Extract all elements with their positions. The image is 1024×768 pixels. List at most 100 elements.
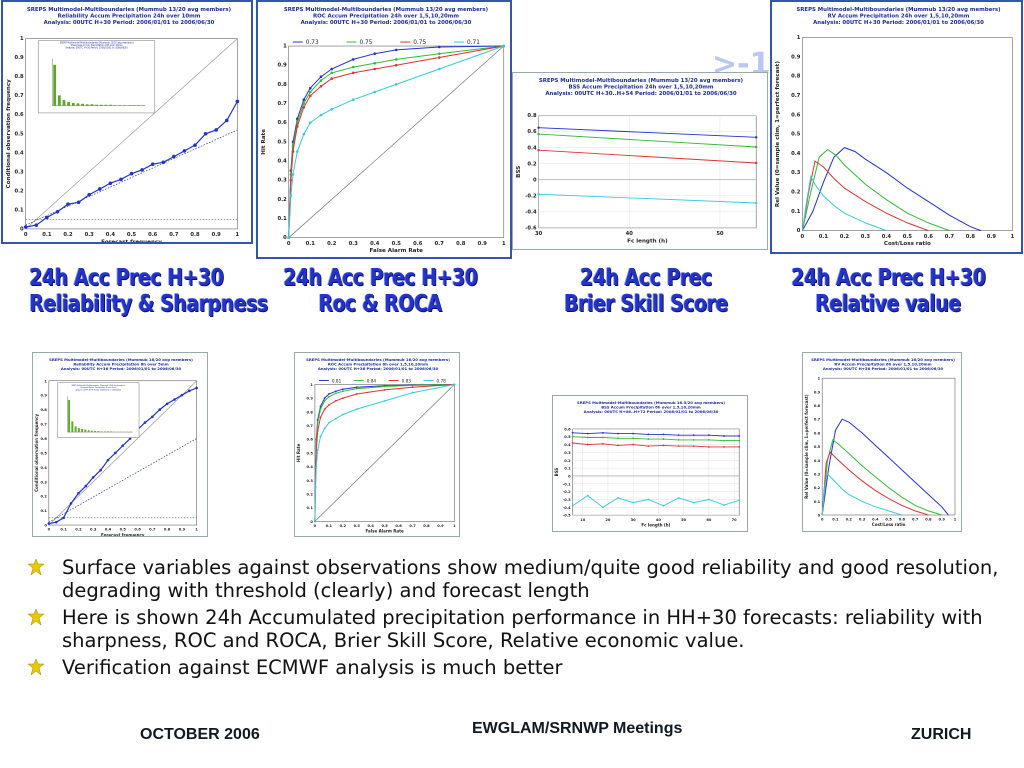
data-point: [34, 223, 39, 227]
x-tick-label: 0.4: [370, 241, 380, 247]
data-point: [617, 437, 619, 440]
y-tick-label: 0.7: [814, 418, 821, 422]
chart-title-line: SREPS Multimodel-Multiboundaries (Mummub…: [306, 357, 450, 362]
legend-label: 0.71: [467, 40, 480, 46]
y-tick-label: 0.9: [40, 394, 47, 398]
x-axis-label: False Alarm Rate: [366, 529, 404, 534]
data-point: [319, 416, 322, 419]
data-point: [224, 118, 229, 123]
data-point: [302, 106, 306, 109]
caption-reliability: 24h Acc Prec H+30 Reliability & Sharpnes…: [29, 265, 268, 317]
y-tick-label: 0.2: [791, 189, 801, 195]
y-tick-label: 0.2: [527, 161, 537, 167]
data-point: [738, 446, 741, 448]
y-tick-label: 0.3: [40, 480, 47, 484]
data-point: [723, 439, 725, 442]
x-tick-label: 40: [626, 231, 634, 237]
data-point: [586, 436, 589, 439]
data-point: [319, 113, 323, 117]
data-point: [453, 383, 456, 386]
data-point: [327, 404, 330, 406]
sharpness-bar: [109, 104, 112, 106]
x-tick-label: 50: [716, 231, 724, 237]
chart-title-line: RV Accum Precipitation 24h over 1,5,10,2…: [828, 13, 970, 19]
x-tick-label: 0.1: [42, 232, 52, 238]
data-point: [319, 405, 322, 408]
data-point: [323, 408, 326, 410]
x-tick-label: 0: [821, 518, 824, 522]
data-point: [319, 84, 323, 88]
data-point: [187, 389, 191, 393]
data-point: [323, 397, 326, 400]
data-point: [129, 171, 134, 176]
chart-roc-top: SREPS Multimodel-Multiboundaries (Mummub…: [256, 0, 512, 259]
y-tick-label: 0.9: [14, 55, 24, 61]
data-point: [355, 386, 358, 389]
chart-title-line: SREPS Multimodel-Multiboundaries (Mummub…: [539, 78, 743, 84]
data-point: [114, 451, 117, 455]
x-tick-label: 0: [287, 241, 291, 247]
x-tick-label: 0: [24, 232, 28, 238]
data-point: [47, 522, 51, 525]
y-tick-label: 0.2: [40, 495, 47, 499]
y-tick-label: 0.4: [791, 151, 801, 157]
data-point: [151, 415, 154, 419]
no-skill-diagonal: [288, 45, 504, 238]
y-tick-label: 0.2: [814, 486, 821, 490]
data-point: [601, 431, 604, 434]
fit-line: [48, 438, 197, 523]
data-point: [571, 431, 574, 434]
data-point: [708, 438, 710, 441]
legend-label: 0.83: [402, 378, 412, 383]
inset-title-line: Sharpness Accum Precipitation 24h over 1…: [71, 44, 123, 47]
y-tick-label: 1: [283, 44, 287, 50]
x-tick-label: 0.2: [840, 234, 850, 240]
footer-location: ZURICH: [911, 726, 972, 743]
data-point: [158, 408, 162, 411]
data-point: [180, 393, 184, 397]
x-tick-label: 0.1: [819, 234, 829, 240]
x-axis-label: False Alarm Rate: [370, 248, 424, 254]
sharpness-inset: [57, 382, 140, 438]
chart-title-line: Analysis: 00UTC H+30 Period: 2006/01/01 …: [44, 20, 215, 26]
chart-relative-value-top: SREPS Multimodel-Multiboundaries (Mummub…: [770, 0, 1023, 254]
data-point: [319, 408, 322, 410]
legend-label: 0.81: [332, 378, 342, 383]
x-tick-label: 50: [681, 518, 687, 522]
sharpness-bar: [53, 64, 57, 106]
data-point: [193, 143, 197, 147]
data-point: [319, 79, 323, 82]
data-point: [617, 497, 619, 499]
sharpness-bar: [85, 104, 89, 106]
data-point: [55, 209, 60, 214]
data-point: [302, 102, 306, 105]
data-point: [617, 432, 619, 435]
fit-line: [25, 129, 238, 226]
relative-value-series-line: [801, 160, 929, 232]
data-point: [341, 388, 344, 391]
x-tick-label: 0.1: [832, 518, 839, 522]
data-point: [203, 131, 208, 136]
y-tick-label: 0.1: [564, 467, 571, 471]
y-tick-label: 0.6: [278, 120, 288, 126]
data-point: [314, 520, 316, 523]
chart-title-line: SREPS Multimodel-Multiboundaries (Mummub…: [796, 7, 1000, 13]
data-point: [692, 434, 695, 437]
data-point: [302, 132, 306, 136]
chart-reliability-top: SREPS Multimodel-Multiboundaries (Mummub…: [1, 0, 253, 244]
y-tick-label: 0.5: [791, 132, 801, 138]
x-tick-label: 0.5: [392, 241, 402, 247]
chart-bss-top: SREPS Multimodel-Multiboundaries (Mummub…: [512, 72, 768, 250]
data-point: [601, 506, 604, 509]
y-tick-label: 0.7: [14, 93, 24, 99]
x-tick-label: 0.8: [925, 518, 932, 522]
data-point: [66, 202, 70, 206]
chart-title-line: SREPS Multimodel-Multiboundaries (Mummub…: [811, 357, 955, 362]
data-point: [330, 107, 334, 111]
bullet-text: Surface variables against observations s…: [62, 556, 999, 602]
x-tick-label: 0.3: [354, 524, 361, 528]
sharpness-bar: [90, 430, 93, 433]
data-point: [330, 71, 334, 75]
caption-line: 24h Acc Prec H+30: [791, 265, 986, 291]
data-point: [341, 413, 344, 416]
